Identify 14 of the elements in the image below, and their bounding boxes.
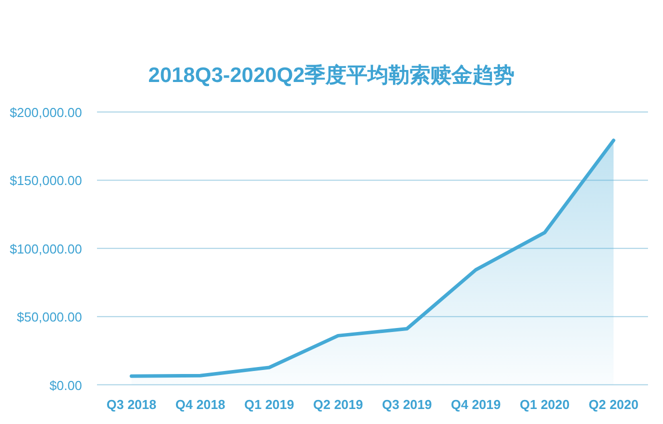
y-tick-label: $0.00 <box>49 378 82 393</box>
y-tick-label: $100,000.00 <box>10 241 82 256</box>
y-tick-label: $150,000.00 <box>10 173 82 188</box>
x-tick-label: Q4 2019 <box>450 397 501 412</box>
x-tick-label: Q1 2019 <box>244 397 294 412</box>
chart-title: 2018Q3-2020Q2季度平均勒索赎金趋势 <box>148 63 515 87</box>
y-tick-label: $200,000.00 <box>10 105 82 120</box>
x-tick-label: Q1 2020 <box>520 397 570 412</box>
x-tick-label: Q3 2018 <box>106 397 156 412</box>
x-tick-label: Q2 2020 <box>588 397 638 412</box>
x-tick-label: Q4 2018 <box>175 397 226 412</box>
x-tick-label: Q3 2019 <box>382 397 432 412</box>
x-tick-label: Q2 2019 <box>313 397 363 412</box>
y-tick-label: $50,000.00 <box>16 310 82 325</box>
